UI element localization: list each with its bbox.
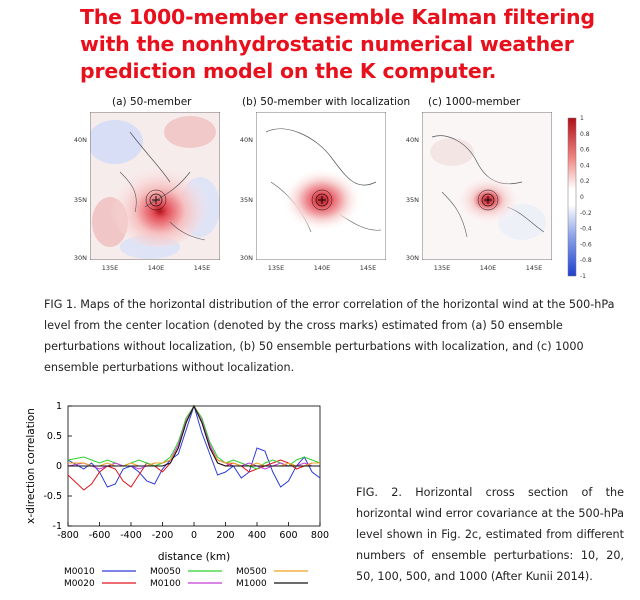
y-tick-label: 1 [56,401,62,412]
lat-label: 35N [240,196,253,204]
panel-b-title: (b) 50-member with localization [242,96,411,108]
x-axis-label: distance (km) [158,551,230,563]
y-tick-label: -0.5 [43,491,62,502]
map-axis-labels: 40N 35N 30N 40N 35N 30N 40N 35N 30N 135E 140E 145E… [74,115,592,280]
lon-label: 140E [314,264,331,272]
lat-label: 30N [74,254,87,262]
colorbar-tick-label: 0 [580,194,584,201]
y-tick-label: 0.5 [47,431,62,442]
panel-a-title: (a) 50-member [112,96,192,108]
figure-1-caption: FIG 1. Maps of the horizontal distributi… [44,298,615,374]
figure-2-caption: FIG. 2. Horizontal cross section of the … [356,486,624,583]
fig2-line-chart: -800 -600 -400 -200 0 200 400 600 800 1 0.5 0 -0.5 -… [25,401,329,589]
colorbar-tick-label: -0.6 [580,241,592,248]
x-tick-label: 400 [248,530,266,541]
colorbar-tick-label: -0.4 [580,226,592,233]
map-panel-a [90,112,220,260]
colorbar-tick-label: 0.2 [580,178,590,185]
lon-label: 135E [102,264,119,272]
x-tick-label: 800 [311,530,329,541]
x-tick-label: -200 [152,530,174,541]
lon-label: 140E [148,264,165,272]
lat-label: 40N [74,136,87,144]
colorbar-tick-label: 0.6 [580,147,590,154]
colorbar-tick-label: -1 [580,273,586,280]
colorbar-tick-label: 0.8 [580,131,590,138]
lat-label: 40N [406,136,419,144]
legend-label: M0500 [236,567,267,577]
colorbar-tick-label: 0.4 [580,162,590,169]
legend-label: M1000 [236,579,267,589]
colorbar-tick-label: -0.2 [580,210,592,217]
colorbar-tick-label: -0.8 [580,257,592,264]
article-title: The 1000-member ensemble Kalman filterin… [80,5,595,83]
lon-label: 145E [360,264,377,272]
legend-label: M0050 [150,567,181,577]
map-panel-c [422,112,552,260]
x-tick-label: 600 [279,530,297,541]
x-tick-label: 0 [191,530,197,541]
legend: M0010 M0050 M0500 M0020 M0100 M1000 [64,567,308,589]
lat-label: 30N [406,254,419,262]
x-tick-label: -400 [120,530,142,541]
x-tick-label: 200 [216,530,234,541]
y-tick-label: -1 [53,521,62,532]
x-tick-label: -800 [57,530,79,541]
lon-label: 140E [480,264,497,272]
legend-label: M0020 [64,579,95,589]
lat-label: 35N [406,196,419,204]
map-panel-b [256,112,386,260]
lon-label: 135E [434,264,451,272]
lat-label: 40N [240,136,253,144]
legend-label: M0100 [150,579,181,589]
series-line-m1000 [68,404,320,467]
colorbar-tick-label: 1 [580,115,584,122]
series-line-m0010 [67,404,321,488]
y-tick-label: 0 [56,461,62,472]
colorbar [567,117,577,277]
legend-label: M0010 [64,567,95,577]
lon-label: 145E [526,264,543,272]
y-axis-label: x-direction correlation [25,408,37,524]
lat-label: 30N [240,254,253,262]
lon-label: 135E [268,264,285,272]
lat-label: 35N [74,196,87,204]
lon-label: 145E [194,264,211,272]
x-tick-label: -600 [89,530,111,541]
panel-c-title: (c) 1000-member [428,96,521,108]
